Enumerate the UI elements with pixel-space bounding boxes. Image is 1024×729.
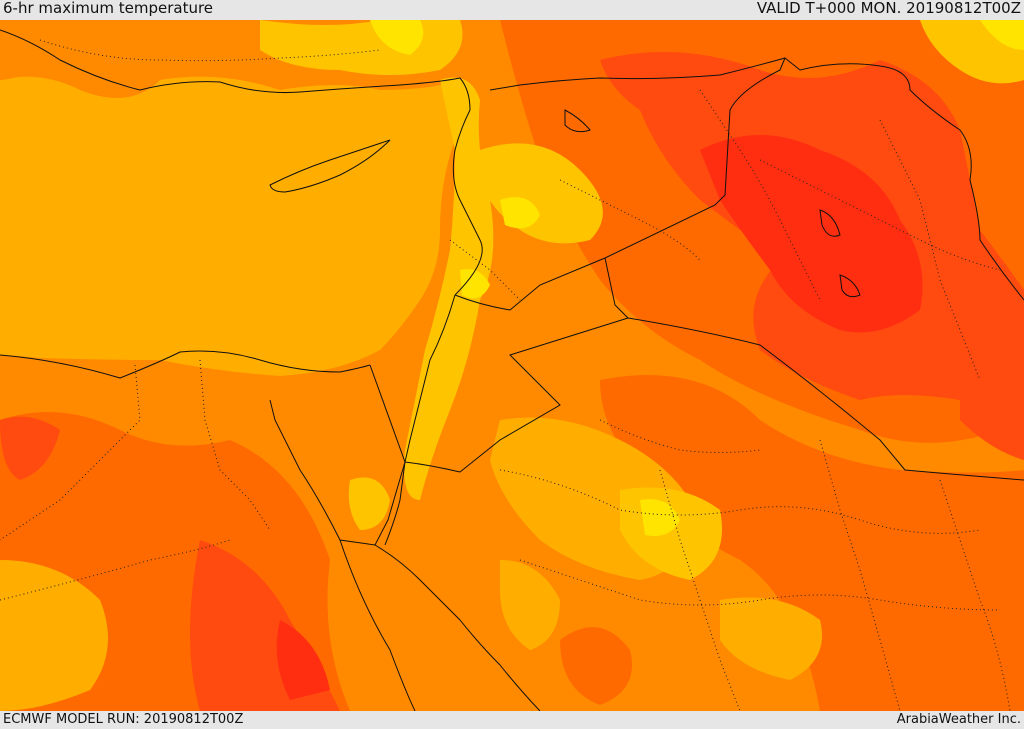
map-footer: ECMWF MODEL RUN: 20190812T00Z ArabiaWeat… bbox=[0, 711, 1024, 729]
map-header: 6-hr maximum temperature VALID T+000 MON… bbox=[0, 0, 1024, 20]
country-borders bbox=[0, 29, 1024, 711]
mediterranean-sea bbox=[0, 20, 464, 377]
credit-label: ArabiaWeather Inc. bbox=[896, 712, 1021, 727]
valid-time: VALID T+000 MON. 20190812T00Z bbox=[756, 0, 1021, 17]
province-borders bbox=[0, 39, 1011, 711]
yellow-zones bbox=[370, 20, 1024, 536]
temperature-map[interactable] bbox=[0, 20, 1024, 711]
map-title: 6-hr maximum temperature bbox=[3, 0, 214, 17]
model-run-label: ECMWF MODEL RUN: 20190812T00Z bbox=[3, 712, 244, 727]
red-zones bbox=[0, 52, 1024, 711]
